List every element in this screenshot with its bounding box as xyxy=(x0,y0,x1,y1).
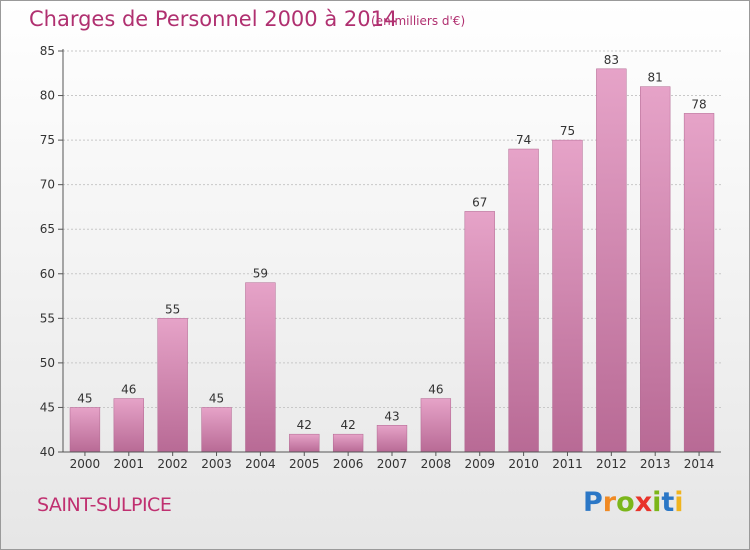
bar xyxy=(683,113,715,453)
x-tick-label: 2010 xyxy=(508,457,539,471)
data-label: 45 xyxy=(209,391,224,405)
y-tick-label: 65 xyxy=(40,222,55,236)
data-label: 67 xyxy=(472,195,487,209)
logo-letter: i xyxy=(674,487,684,518)
data-label: 59 xyxy=(253,267,268,281)
x-tick-label: 2011 xyxy=(552,457,583,471)
bar xyxy=(464,211,495,453)
bar xyxy=(596,68,627,453)
bar xyxy=(69,407,101,453)
bar xyxy=(113,398,144,453)
bar xyxy=(289,433,320,453)
bar xyxy=(157,318,188,453)
y-tick-label: 45 xyxy=(40,400,55,414)
x-tick-label: 2007 xyxy=(377,457,408,471)
x-tick-label: 2014 xyxy=(684,457,715,471)
x-tick-label: 2000 xyxy=(70,457,101,471)
data-label: 46 xyxy=(428,383,443,397)
y-tick-label: 85 xyxy=(40,44,55,58)
y-tick-label: 60 xyxy=(40,267,55,281)
data-label: 42 xyxy=(297,418,312,432)
y-tick-label: 80 xyxy=(40,89,55,103)
x-tick-label: 2001 xyxy=(114,457,145,471)
logo-letter: P xyxy=(583,487,603,518)
y-tick-label: 75 xyxy=(40,133,55,147)
x-tick-label: 2009 xyxy=(464,457,495,471)
data-label: 43 xyxy=(384,409,399,423)
proxiti-logo: Proxiti xyxy=(583,487,684,518)
bar xyxy=(376,425,408,453)
logo-letter: o xyxy=(616,487,635,518)
y-tick-label: 70 xyxy=(40,178,55,192)
bar xyxy=(640,86,671,453)
data-label: 55 xyxy=(165,302,180,316)
data-label: 45 xyxy=(77,391,92,405)
data-label: 83 xyxy=(604,53,619,67)
data-label: 42 xyxy=(340,418,355,432)
x-tick-label: 2002 xyxy=(157,457,188,471)
x-tick-label: 2012 xyxy=(596,457,627,471)
bar xyxy=(245,282,276,453)
chart-subtitle: (en milliers d'€) xyxy=(371,14,466,28)
x-tick-label: 2008 xyxy=(421,457,452,471)
bar xyxy=(508,148,539,453)
y-tick-label: 55 xyxy=(40,311,55,325)
chart-title: Charges de Personnel 2000 à 2014 xyxy=(29,7,398,31)
data-label: 46 xyxy=(121,383,136,397)
data-label: 78 xyxy=(691,97,706,111)
data-label: 81 xyxy=(648,71,663,85)
logo-letter: t xyxy=(661,487,675,518)
x-tick-label: 2004 xyxy=(245,457,276,471)
x-tick-label: 2005 xyxy=(289,457,320,471)
bar xyxy=(552,139,583,453)
x-tick-label: 2006 xyxy=(333,457,364,471)
place-name: SAINT-SULPICE xyxy=(37,494,172,516)
data-label: 74 xyxy=(516,133,531,147)
x-tick-label: 2003 xyxy=(201,457,232,471)
y-tick-label: 50 xyxy=(40,356,55,370)
x-tick-label: 2013 xyxy=(640,457,671,471)
bar xyxy=(420,398,452,453)
logo-letter: i xyxy=(652,487,662,518)
bar xyxy=(201,407,232,453)
logo-letter: r xyxy=(602,487,617,518)
logo-letter: x xyxy=(634,487,653,518)
data-label: 75 xyxy=(560,124,575,138)
y-tick-label: 40 xyxy=(40,445,55,459)
bar xyxy=(332,433,364,453)
